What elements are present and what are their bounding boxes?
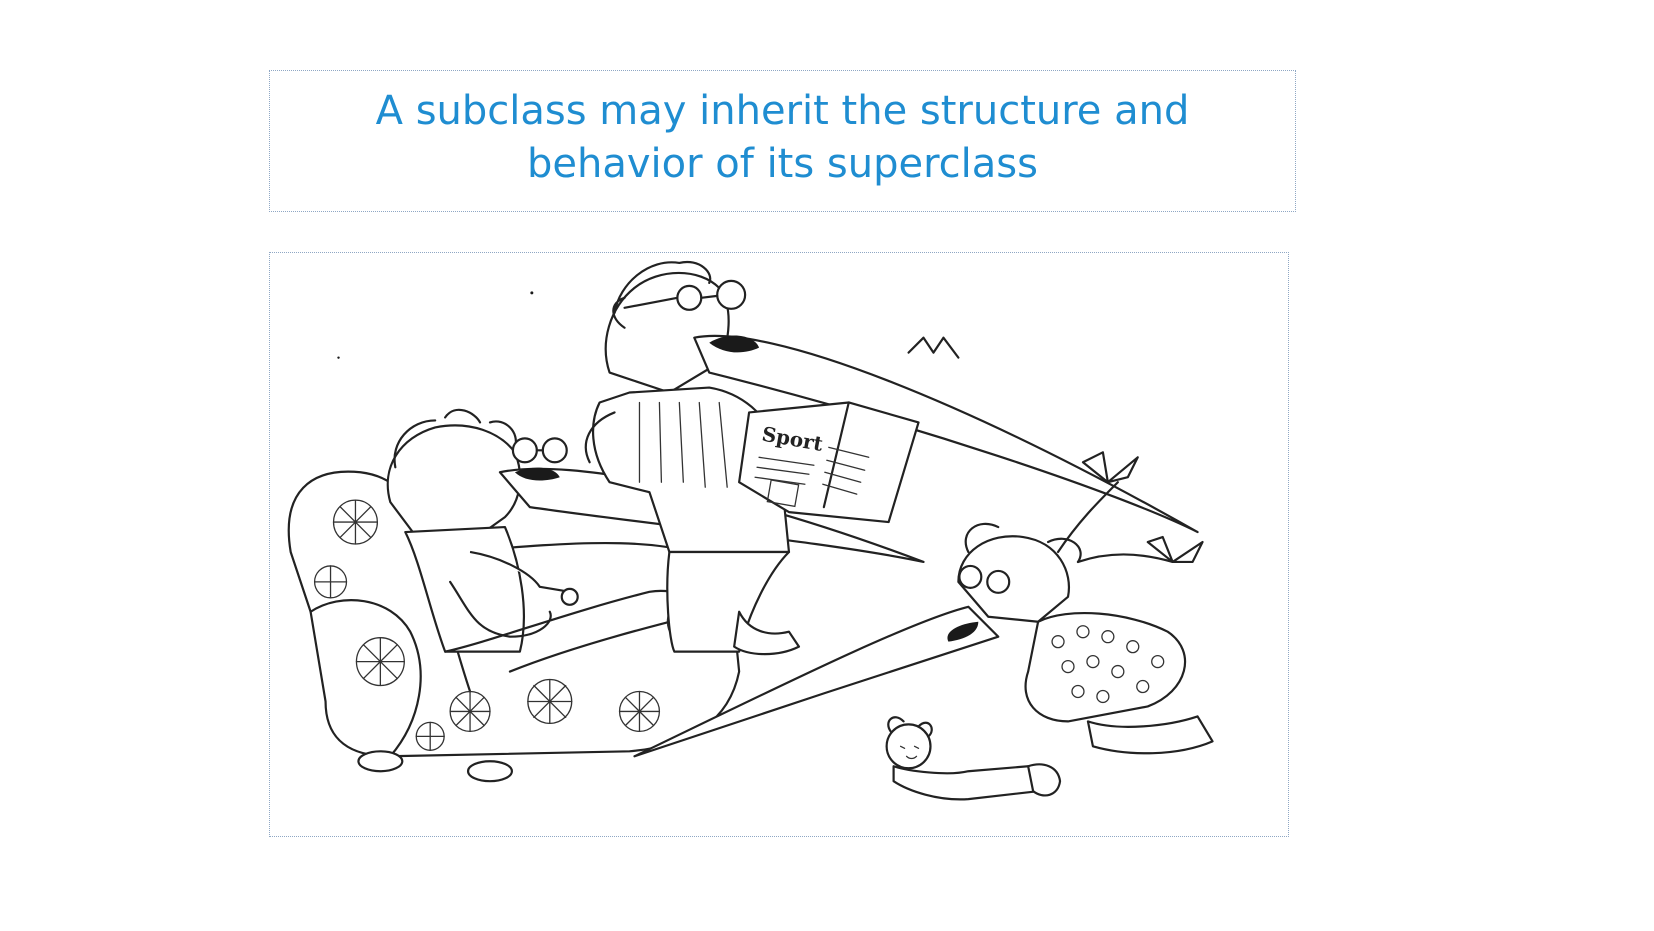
slide-title: A subclass may inherit the structure and…: [375, 88, 1190, 187]
bird-family-illustration: Sport: [287, 260, 1214, 801]
doll-figure: [885, 716, 1062, 801]
picture-placeholder[interactable]: Sport: [269, 252, 1289, 837]
father-figure: [584, 260, 1199, 656]
title-placeholder[interactable]: A subclass may inherit the structure and…: [269, 70, 1296, 212]
newspaper: Sport: [738, 336, 960, 524]
girl-figure: [633, 451, 1214, 758]
